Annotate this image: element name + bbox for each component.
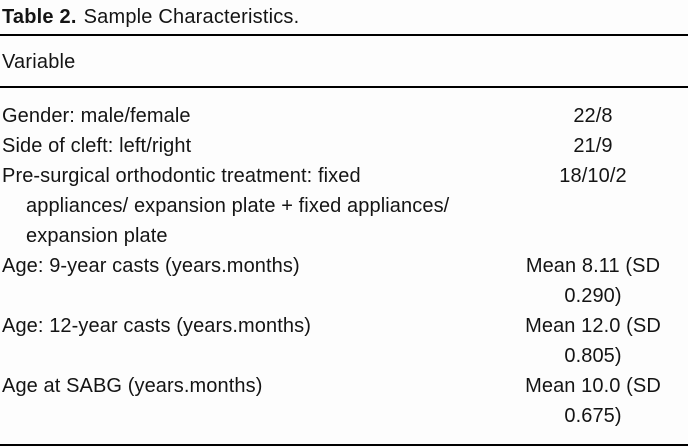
row-value-line: Mean 12.0 (SD — [525, 315, 661, 337]
bottom-rule — [0, 444, 688, 446]
row-label-line: Age at SABG (years.months) — [2, 375, 263, 397]
table-title-text: Sample Characteristics. — [83, 6, 300, 28]
row-value-line: 0.290) — [564, 285, 622, 307]
row-label: Age at SABG (years.months) — [2, 371, 498, 401]
table-row-age-at-sabg: Age at SABG (years.months) Mean 10.0 (SD… — [2, 371, 688, 431]
row-label-line: expansion plate — [26, 225, 168, 247]
row-label-line: Age: 9-year casts (years.months) — [2, 255, 300, 277]
row-label: Side of cleft: left/right — [2, 131, 498, 161]
row-value: 18/10/2 — [498, 161, 688, 191]
row-value-line: 22/8 — [573, 105, 613, 127]
row-value: Mean 12.0 (SD 0.805) — [498, 311, 688, 371]
row-value-line: 0.805) — [564, 345, 622, 367]
table-row-gender: Gender: male/female 22/8 — [2, 101, 688, 131]
row-value: Mean 10.0 (SD 0.675) — [498, 371, 688, 431]
top-rule — [0, 34, 688, 36]
row-label-line: Age: 12-year casts (years.months) — [2, 315, 311, 337]
row-label-line: appliances/ expansion plate + fixed appl… — [26, 195, 450, 217]
row-value-line: Mean 10.0 (SD — [525, 375, 661, 397]
row-value-line: 21/9 — [573, 135, 613, 157]
row-label: Age: 9-year casts (years.months) — [2, 251, 498, 281]
row-label: Pre-surgical orthodontic treatment: fixe… — [2, 161, 498, 251]
row-label: Age: 12-year casts (years.months) — [2, 311, 498, 341]
table-row-side-of-cleft: Side of cleft: left/right 21/9 — [2, 131, 688, 161]
table-row-age-9-year: Age: 9-year casts (years.months) Mean 8.… — [2, 251, 688, 311]
table-title-number: Table 2. — [2, 6, 77, 28]
row-value-line: 0.675) — [564, 405, 622, 427]
row-label-line: Side of cleft: left/right — [2, 135, 192, 157]
table-row-age-12-year: Age: 12-year casts (years.months) Mean 1… — [2, 311, 688, 371]
column-header-variable: Variable — [2, 51, 76, 73]
header-rule — [0, 86, 688, 88]
row-value-line: Mean 8.11 (SD — [525, 255, 661, 277]
table-body: Gender: male/female 22/8 Side of cleft: … — [0, 88, 688, 444]
row-label-line: Gender: male/female — [2, 105, 191, 127]
row-label: Gender: male/female — [2, 101, 498, 131]
table-title: Table 2. Sample Characteristics. — [0, 0, 688, 31]
row-value: Mean 8.11 (SD 0.290) — [498, 251, 688, 311]
row-value-line: 18/10/2 — [559, 165, 627, 187]
row-value: 21/9 — [498, 131, 688, 161]
table-row-presurgical-treatment: Pre-surgical orthodontic treatment: fixe… — [2, 161, 688, 251]
row-label-line: Pre-surgical orthodontic treatment: fixe… — [2, 165, 361, 187]
row-value: 22/8 — [498, 101, 688, 131]
